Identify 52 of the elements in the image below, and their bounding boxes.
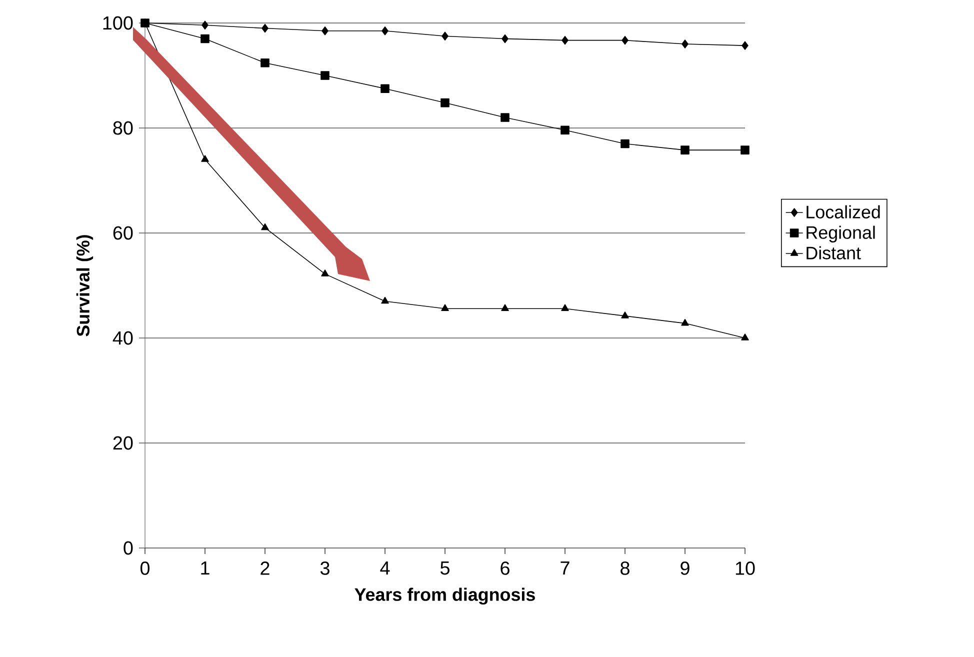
point xyxy=(321,270,329,276)
point xyxy=(442,32,448,41)
x-tick-label: 9 xyxy=(680,562,690,575)
point xyxy=(681,318,689,326)
x-tick-label: 3 xyxy=(320,562,330,575)
point xyxy=(381,296,389,304)
point xyxy=(260,58,270,68)
point xyxy=(620,139,630,148)
x-tick-label: 8 xyxy=(620,562,630,575)
x-tick-label: 10 xyxy=(736,562,755,575)
point xyxy=(621,312,629,318)
point xyxy=(501,304,509,311)
y-tick-label: 40 xyxy=(112,331,133,345)
point xyxy=(562,36,568,45)
x-tick-label: 4 xyxy=(380,562,390,575)
y-tick-label: 100 xyxy=(103,16,133,30)
point xyxy=(741,334,749,340)
legend-label: Distant xyxy=(806,246,861,260)
point xyxy=(202,20,208,30)
point xyxy=(262,24,268,33)
point xyxy=(320,71,330,80)
point xyxy=(441,304,449,311)
point xyxy=(440,98,450,108)
x-tick-label: 7 xyxy=(560,562,570,575)
x-tick-label: 6 xyxy=(500,562,510,575)
x-axis-title: Years from diagnosis xyxy=(354,588,535,605)
point xyxy=(261,223,269,230)
y-tick-label: 20 xyxy=(113,436,133,450)
y-tick-label: 60 xyxy=(113,226,133,240)
y-tick-label: 0 xyxy=(124,541,133,555)
x-tick-label: 1 xyxy=(201,562,210,575)
point xyxy=(382,26,388,36)
x-tick-label: 5 xyxy=(440,562,450,575)
legend-label: Regional xyxy=(806,226,875,242)
point xyxy=(500,113,510,122)
legend-label: Localized xyxy=(806,205,880,218)
point xyxy=(680,146,690,154)
point xyxy=(682,40,688,48)
point xyxy=(622,36,628,45)
x-tick-label: 2 xyxy=(260,562,270,575)
y-axis-title: Survival (%) xyxy=(76,235,94,336)
point xyxy=(322,26,328,36)
point xyxy=(742,41,748,50)
x-tick-label: 0 xyxy=(140,562,150,575)
point xyxy=(740,146,750,154)
point xyxy=(200,34,210,44)
y-tick-label: 80 xyxy=(113,121,133,135)
point xyxy=(380,84,390,94)
point xyxy=(502,34,508,44)
point xyxy=(201,155,209,162)
point xyxy=(560,126,570,134)
point xyxy=(561,304,569,311)
